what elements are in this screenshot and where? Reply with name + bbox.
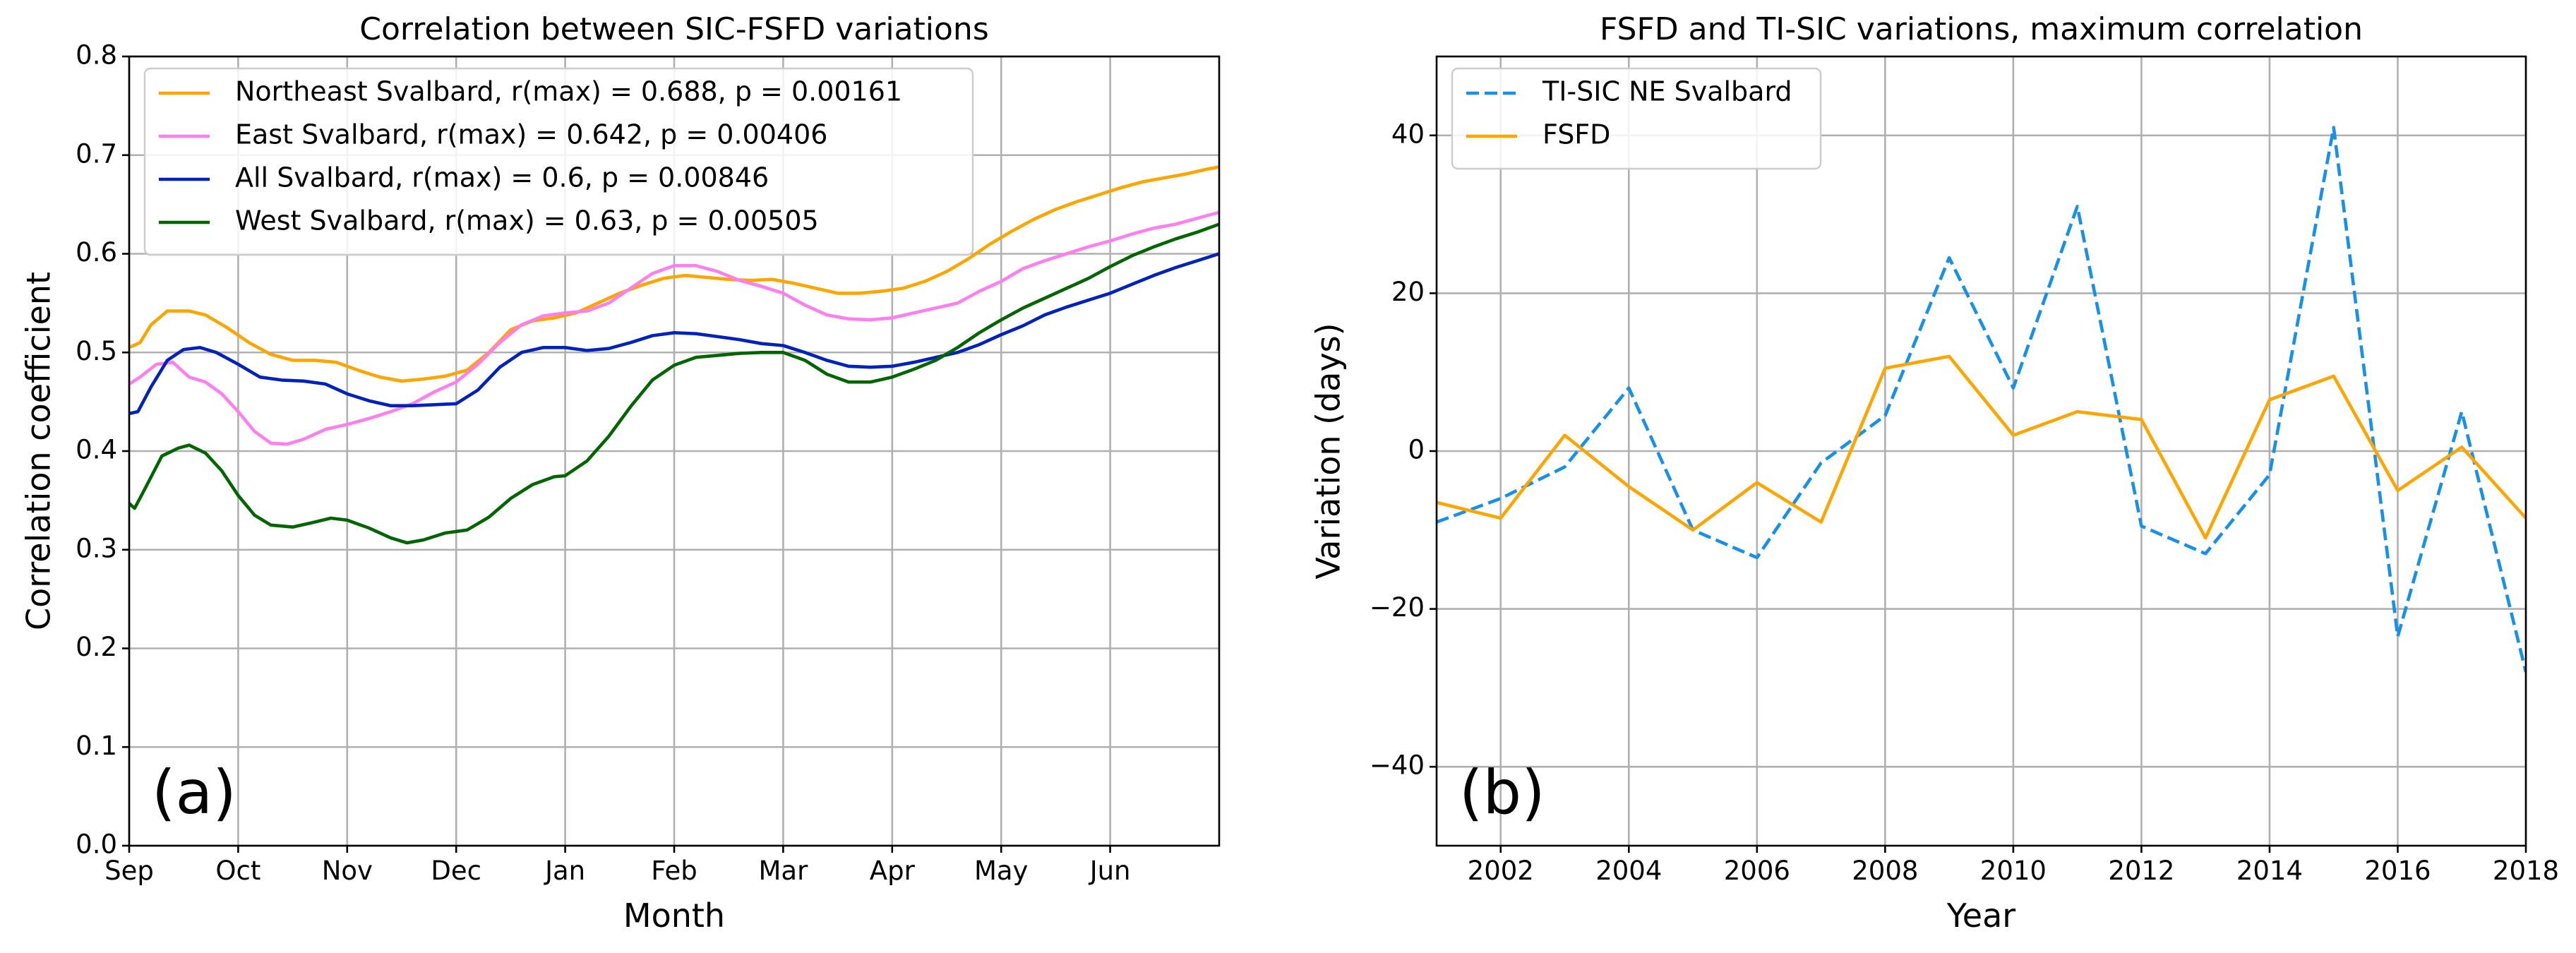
panel-b-variation-chart: FSFD and TI-SIC variations, maximum corr… [1310,11,2560,935]
panel-a-x-tick-label: Nov [322,856,373,886]
panel-b-x-tick-label: 2002 [1468,856,1534,886]
panel-b-letter-label: (b) [1459,757,1545,828]
panel-b-y-axis-label: Variation (days) [1310,323,1348,579]
panel-b-x-tick-label: 2012 [2108,856,2174,886]
panel-a-legend-label: All Svalbard, r(max) = 0.6, p = 0.00846 [235,162,769,193]
panel-b-y-tick-label: −40 [1370,750,1425,781]
panel-a-ticks: Sep Oct Nov Dec Jan Feb Mar Apr May Jun 0.0 0.1 0.2 0… [76,40,1130,887]
panel-a-series-line-all-svalbard [129,252,1219,416]
panel-a-y-tick-label: 0.2 [76,632,117,662]
panel-b-x-tick-label: 2010 [1980,856,2047,886]
panel-b-grid [1437,56,2527,846]
panel-b-legend-label: TI-SIC NE Svalbard [1542,76,1792,107]
panel-a-x-tick-label: Jan [544,856,585,886]
panel-a-x-tick-label: Dec [431,856,481,886]
panel-b-x-tick-label: 2014 [2236,856,2303,886]
panel-a-series-line-east-svalbard [129,210,1219,446]
panel-a-title: Correlation between SIC-FSFD variations [359,11,989,47]
panel-a-legend-label: West Svalbard, r(max) = 0.63, p = 0.0050… [235,205,819,236]
panel-b-x-tick-label: 2018 [2493,856,2559,886]
panel-b-y-tick-label: 20 [1391,277,1425,307]
panel-a-correlation-chart: Correlation between SIC-FSFD variations … [20,11,1221,935]
panel-a-x-tick-label: Feb [651,856,697,886]
panel-a-y-axis-label: Correlation coefficient [20,272,58,630]
panel-a-legend-box [143,67,974,256]
panel-a-legend-label: Northeast Svalbard, r(max) = 0.688, p = … [235,76,902,107]
panel-a-y-tick-label: 0.4 [76,435,117,465]
panel-a-letter-label: (a) [152,757,236,828]
panel-b-x-tick-label: 2016 [2364,856,2431,886]
panel-a-y-tick-label: 0.5 [76,336,117,366]
panel-a-x-tick-label: Apr [870,856,916,886]
panel-b-y-tick-label: 0 [1408,435,1425,465]
panel-a-y-tick-label: 0.6 [76,237,117,268]
panel-a-y-tick-label: 0.3 [76,533,117,563]
panel-a-y-tick-label: 0.8 [76,40,117,71]
panel-b-ticks: 2002 2004 2006 2008 2010 2012 2014 2016 2018 −40 −… [1370,119,2559,886]
panel-b-legend: TI-SIC NE Svalbard FSFD [1451,67,1822,170]
panel-a-x-tick-label: Oct [215,856,260,886]
panel-a-x-tick-label: Jun [1089,856,1131,886]
panel-a-x-axis-label: Month [623,897,725,935]
panel-b-legend-label: FSFD [1542,119,1610,150]
panel-a-x-tick-label: Sep [104,856,154,886]
panel-a-series-line-northeast-svalbard [129,165,1219,383]
panel-b-series-line-fsfd [1437,354,2526,540]
panel-b-y-tick-label: −20 [1370,592,1425,623]
panel-b-series-group [1437,126,2526,673]
panel-a-legend-label: East Svalbard, r(max) = 0.642, p = 0.004… [235,119,827,150]
panel-b-y-tick-label: 40 [1391,119,1425,149]
panel-a-y-tick-label: 0.7 [76,138,117,169]
panel-b-title: FSFD and TI-SIC variations, maximum corr… [1600,11,2363,47]
panel-b-x-tick-label: 2004 [1595,856,1662,886]
panel-b-series-line-ti-sic-ne-svalbard [1437,126,2526,673]
panel-a-x-tick-label: Mar [758,856,808,886]
panel-b-x-tick-label: 2006 [1724,856,1790,886]
panel-b-legend-box [1451,67,1822,170]
panel-b-x-axis-label: Year [1946,897,2015,935]
panel-a-series-group [129,165,1219,545]
panel-a-legend: Northeast Svalbard, r(max) = 0.688, p = … [143,67,974,256]
panel-b-x-tick-label: 2008 [1852,856,1918,886]
panel-a-x-tick-label: May [974,856,1029,886]
panel-a-series-line-west-svalbard [129,222,1219,545]
panel-a-y-tick-label: 0.1 [76,731,117,761]
panel-a-y-tick-label: 0.0 [76,829,117,860]
